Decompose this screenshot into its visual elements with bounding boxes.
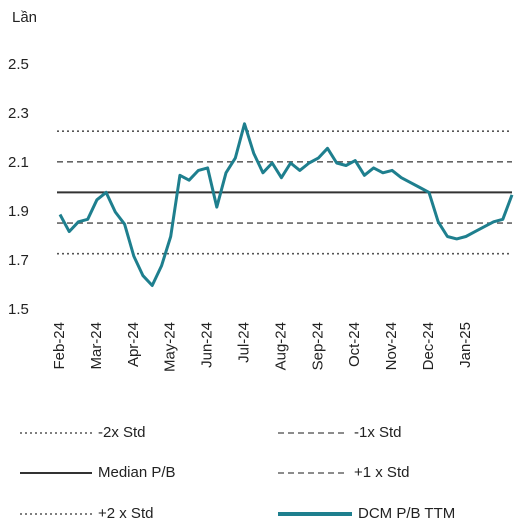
data-line (58, 122, 514, 287)
x-tick-label: Sep-24 (309, 322, 326, 370)
x-tick-label: Aug-24 (272, 322, 289, 370)
x-tick-label: Jul-24 (235, 322, 252, 363)
x-tick-label: Mar-24 (88, 322, 105, 370)
y-tick-label: 2.1 (8, 154, 29, 171)
y-tick-label: 1.5 (8, 301, 29, 318)
x-tick-label: Dec-24 (420, 322, 437, 370)
legend-label: +2 x Std (98, 505, 153, 522)
legend-label: DCM P/B TTM (358, 505, 455, 522)
x-tick-label: Jan-25 (457, 322, 474, 368)
x-tick-label: May-24 (162, 322, 179, 372)
y-axis-label: Lần (12, 9, 37, 26)
x-tick-label: Nov-24 (383, 322, 400, 370)
legend-label: -2x Std (98, 424, 146, 441)
x-tick-label: Feb-24 (51, 322, 68, 370)
y-tick-label: 2.5 (8, 56, 29, 73)
y-tick-label: 1.9 (8, 203, 29, 220)
y-tick-label: 1.7 (8, 252, 29, 269)
legend-label: -1x Std (354, 424, 402, 441)
x-tick-label: Jun-24 (199, 322, 216, 368)
x-tick-label: Apr-24 (125, 322, 142, 367)
legend-label: +1 x Std (354, 464, 409, 481)
y-tick-label: 2.3 (8, 105, 29, 122)
legend-label: Median P/B (98, 464, 176, 481)
x-tick-label: Oct-24 (346, 322, 363, 367)
